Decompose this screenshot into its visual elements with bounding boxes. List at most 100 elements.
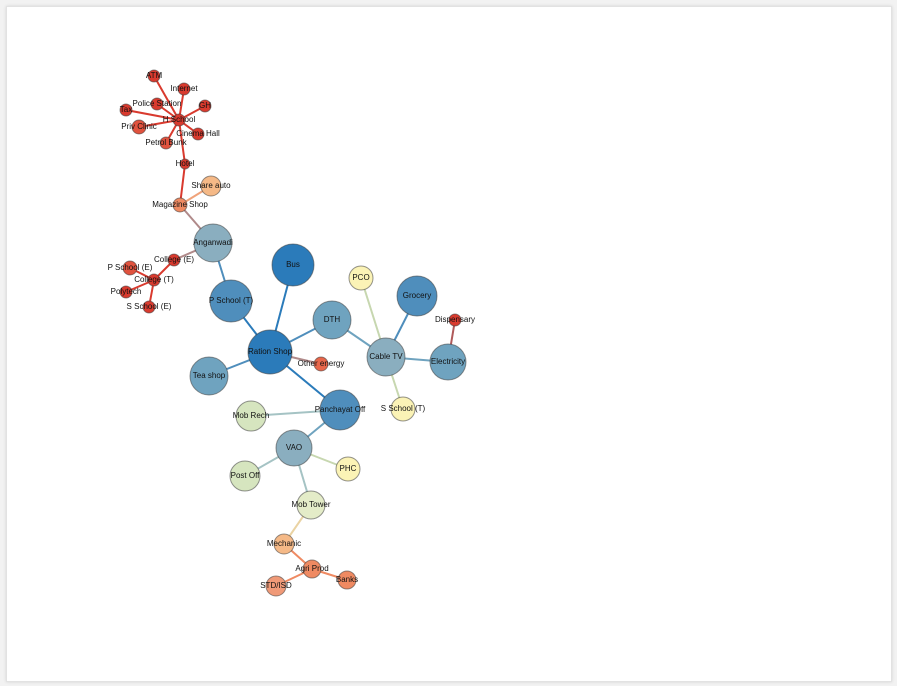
node-mobtower[interactable]: Mob Tower (292, 490, 331, 520)
node-label-phc: PHC (340, 464, 357, 473)
node-label-stdisd: STD/ISD (260, 581, 292, 590)
node-label-mechanic: Mechanic (267, 539, 301, 548)
node-vao[interactable]: VAO (275, 429, 313, 467)
node-circle-stdisd[interactable] (265, 575, 287, 597)
node-circle-bus[interactable] (271, 243, 315, 287)
node-sschoolt[interactable]: S School (T) (381, 396, 426, 422)
node-circle-pschoole[interactable] (122, 260, 138, 276)
node-anganwadi[interactable]: Anganwadi (193, 223, 233, 263)
node-circle-grocery[interactable] (396, 275, 438, 317)
node-gh[interactable]: GH (198, 99, 212, 113)
node-banks[interactable]: Banks (336, 570, 358, 590)
node-circle-gh[interactable] (198, 99, 212, 113)
node-electricity[interactable]: Electricity (429, 343, 467, 381)
node-mechanic[interactable]: Mechanic (267, 533, 301, 555)
node-pschoolt[interactable]: P School (T) (209, 279, 254, 323)
node-label-bus: Bus (286, 260, 300, 269)
node-circle-internet[interactable] (177, 82, 191, 96)
node-label-ration: Ration Shop (248, 347, 293, 356)
node-teashop[interactable]: Tea shop (189, 356, 229, 396)
node-bus[interactable]: Bus (271, 243, 315, 287)
node-circle-polytech[interactable] (119, 285, 133, 299)
node-circle-privclinic[interactable] (131, 119, 147, 135)
node-label-vao: VAO (286, 443, 302, 452)
node-circle-cabletv[interactable] (366, 337, 406, 377)
node-mobrech[interactable]: Mob Rech (233, 400, 269, 432)
node-collegee[interactable]: College (E) (154, 253, 194, 267)
node-circle-dispensary[interactable] (448, 313, 462, 327)
node-panchayat[interactable]: Panchayat Off (315, 389, 366, 431)
node-dth[interactable]: DTH (312, 300, 352, 340)
node-cabletv[interactable]: Cable TV (366, 337, 406, 377)
node-magazine[interactable]: Magazine Shop (152, 197, 208, 213)
node-circle-phc[interactable] (335, 456, 361, 482)
node-otherenergy[interactable]: Other energy (298, 356, 345, 372)
node-pschoole[interactable]: P School (E) (108, 260, 153, 276)
node-circle-dth[interactable] (312, 300, 352, 340)
node-circle-police[interactable] (150, 97, 164, 111)
node-hotel[interactable]: Hotel (176, 158, 195, 170)
node-circle-pco[interactable] (348, 265, 374, 291)
node-label-agriprod: Agri Prod (295, 564, 328, 573)
node-label-hschool: H School (163, 115, 196, 124)
node-circle-otherenergy[interactable] (313, 356, 329, 372)
node-phc[interactable]: PHC (335, 456, 361, 482)
node-circle-teashop[interactable] (189, 356, 229, 396)
node-collegot[interactable]: College (T) (134, 273, 174, 287)
node-label-cabletv: Cable TV (369, 352, 403, 361)
node-circle-anganwadi[interactable] (193, 223, 233, 263)
node-petrol[interactable]: Petrol Bunk (145, 136, 188, 150)
node-circle-banks[interactable] (337, 570, 357, 590)
node-circle-cinema[interactable] (191, 127, 205, 141)
node-tax[interactable]: Tax (119, 103, 133, 117)
node-label-collegee: College (E) (154, 255, 194, 264)
node-internet[interactable]: Internet (170, 82, 198, 96)
node-circle-mechanic[interactable] (273, 533, 295, 555)
node-circle-shareauto[interactable] (200, 175, 222, 197)
node-hschool[interactable]: H School (163, 113, 196, 127)
node-dispensary[interactable]: Dispensary (435, 313, 475, 327)
node-circle-ration[interactable] (247, 329, 293, 375)
node-circle-collegot[interactable] (147, 273, 161, 287)
edge-layer (125, 75, 456, 587)
node-circle-collegee[interactable] (167, 253, 181, 267)
node-circle-vao[interactable] (275, 429, 313, 467)
node-circle-mobrech[interactable] (235, 400, 267, 432)
node-label-internet: Internet (170, 84, 198, 93)
node-label-postoff: Post Off (231, 471, 261, 480)
node-circle-panchayat[interactable] (319, 389, 361, 431)
node-police[interactable]: Police Station (133, 97, 182, 111)
node-circle-hotel[interactable] (179, 158, 191, 170)
node-circle-electricity[interactable] (429, 343, 467, 381)
node-pco[interactable]: PCO (348, 265, 374, 291)
node-circle-sschoolt[interactable] (390, 396, 416, 422)
node-label-electricity: Electricity (431, 357, 465, 366)
node-circle-sschoole[interactable] (142, 300, 156, 314)
node-polytech[interactable]: Polytech (111, 285, 142, 299)
node-agriprod[interactable]: Agri Prod (295, 559, 329, 579)
node-label-shareauto: Share auto (191, 181, 231, 190)
node-label-privclinic: Priv Clinic (121, 122, 157, 131)
node-shareauto[interactable]: Share auto (191, 175, 231, 197)
node-stdisd[interactable]: STD/ISD (260, 575, 292, 597)
node-label-otherenergy: Other energy (298, 359, 345, 368)
node-circle-mobtower[interactable] (296, 490, 326, 520)
node-circle-postoff[interactable] (229, 460, 261, 492)
node-label-collegot: College (T) (134, 275, 174, 284)
node-label-petrol: Petrol Bunk (145, 138, 187, 147)
node-circle-magazine[interactable] (172, 197, 188, 213)
node-circle-hschool[interactable] (172, 113, 186, 127)
node-circle-pschoolt[interactable] (209, 279, 253, 323)
node-ration[interactable]: Ration Shop (247, 329, 293, 375)
node-grocery[interactable]: Grocery (396, 275, 438, 317)
node-circle-agriprod[interactable] (302, 559, 322, 579)
node-atm[interactable]: ATM (146, 69, 163, 83)
node-postoff[interactable]: Post Off (229, 460, 261, 492)
node-circle-tax[interactable] (119, 103, 133, 117)
node-cinema[interactable]: Cinema Hall (176, 127, 220, 141)
node-circle-atm[interactable] (147, 69, 161, 83)
node-circle-petrol[interactable] (159, 136, 173, 150)
node-privclinic[interactable]: Priv Clinic (121, 119, 157, 135)
node-sschoole[interactable]: S School (E) (127, 300, 172, 314)
